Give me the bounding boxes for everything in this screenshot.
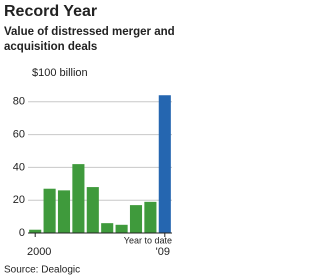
bar: [72, 164, 85, 233]
bar: [129, 205, 143, 233]
bar: [158, 95, 171, 234]
y-tick-label: 60: [13, 129, 25, 141]
bar: [86, 187, 99, 233]
source: Source: Dealogic: [4, 265, 80, 276]
bar: [101, 223, 114, 233]
x-tick-label: 2000: [27, 246, 51, 258]
y-tick-label: 80: [13, 96, 25, 108]
chart-subtitle: Value of distressed merger and: [4, 26, 175, 38]
bar: [43, 188, 56, 233]
chart-subtitle: acquisition deals: [4, 41, 97, 53]
bar: [57, 190, 71, 233]
chart: Record Year Value of distressed merger a…: [4, 3, 175, 276]
y-tick-label: 40: [13, 161, 25, 173]
y-tick-label: $100 billion: [32, 67, 88, 79]
bar: [115, 224, 128, 233]
x-tick-label: '09: [156, 246, 170, 258]
y-tick-label: 20: [13, 194, 25, 206]
bar: [29, 229, 42, 233]
bar: [144, 201, 157, 233]
y-tick-label: 0: [19, 227, 25, 239]
chart-title: Record Year: [4, 3, 97, 20]
annotation: Year to date: [124, 235, 172, 245]
